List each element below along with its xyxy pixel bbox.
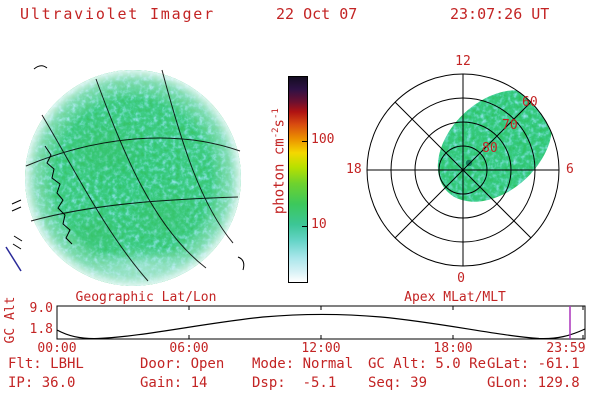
xtick-1200: 12:00 — [301, 341, 341, 356]
polar-grid — [366, 73, 560, 267]
colorbar-label-10: 10 — [311, 217, 327, 232]
xtick-0000: 00:00 — [37, 341, 77, 356]
mlat-label-80: 80 — [482, 141, 498, 156]
mlt-label-18: 18 — [346, 162, 362, 177]
limb-marks — [11, 65, 245, 271]
aurora-emission-patch — [416, 74, 559, 224]
ytick-max: 9.0 — [29, 301, 53, 316]
colorbar-unit-mid: s — [272, 119, 289, 128]
mlt-label-6: 6 — [566, 162, 574, 177]
mlat-label-70: 70 — [502, 118, 518, 133]
dark-emission-spot — [465, 159, 473, 167]
status-glat: GLat: -61.1 — [487, 356, 580, 372]
status-gcalt: GC Alt: 5.0 Re — [368, 356, 487, 372]
xtick-1800: 18:00 — [433, 341, 473, 356]
status-door: Door: Open — [140, 356, 225, 372]
status-dsp: Dsp: -5.1 — [252, 375, 337, 391]
header-date: 22 Oct 07 — [276, 5, 358, 23]
colorbar-label-100: 100 — [311, 132, 335, 147]
uv-disk-panel — [5, 65, 245, 286]
colorbar-exp-2: -2 — [271, 127, 282, 139]
timeline-panel — [56, 305, 586, 340]
timeline-title-right: Apex MLat/MLT — [404, 290, 506, 305]
status-flt: Flt: LBHL — [8, 356, 84, 372]
status-ip: IP: 36.0 — [8, 375, 76, 391]
status-glon: GLon: 129.8 — [487, 375, 580, 391]
status-seq: Seq: 39 — [368, 375, 428, 391]
geo-grid — [25, 69, 241, 282]
altitude-curve — [56, 313, 586, 340]
timeline-ticks — [56, 306, 584, 339]
colorbar-unit-label: photon cm-2s-1 — [257, 108, 288, 248]
timeline-frame — [56, 305, 586, 340]
colorbar-unit-prefix: photon cm — [272, 138, 289, 215]
mlt-label-0: 0 — [457, 271, 465, 286]
mlat-label-60: 60 — [522, 95, 538, 110]
colorbar — [288, 76, 308, 283]
colorbar-tick-10 — [302, 226, 307, 227]
status-mode: Mode: Normal — [252, 356, 354, 372]
ytick-min: 1.8 — [29, 322, 53, 337]
blue-limb-segment — [5, 246, 22, 272]
colorbar-exp-1: -1 — [271, 108, 282, 119]
coastline — [44, 145, 73, 245]
colorbar-tick-100 — [302, 141, 307, 142]
page-title: Ultraviolet Imager — [20, 5, 215, 23]
polar-panel — [366, 73, 560, 267]
header-time: 23:07:26 UT — [450, 5, 550, 23]
xtick-2359: 23:59 — [546, 341, 586, 356]
status-gain: Gain: 14 — [140, 375, 208, 391]
xtick-0600: 06:00 — [169, 341, 209, 356]
timeline-ylabel: GC Alt — [3, 296, 18, 344]
mlt-label-12: 12 — [455, 54, 471, 69]
timeline-title-left: Geographic Lat/Lon — [75, 290, 217, 305]
